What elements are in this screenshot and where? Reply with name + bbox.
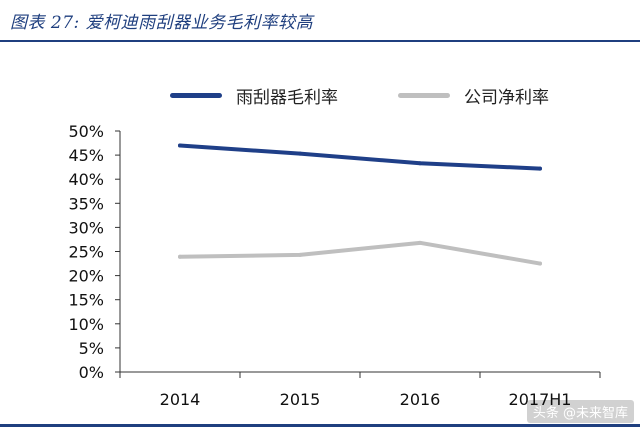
legend: 雨刮器毛利率 公司净利率 <box>170 82 609 108</box>
y-tick-label: 10% <box>68 315 104 334</box>
series-layer <box>178 143 542 266</box>
legend-item-gross-margin: 雨刮器毛利率 <box>170 83 338 108</box>
y-tick-label: 45% <box>68 146 104 165</box>
series-1-point <box>298 252 302 257</box>
series-line-1 <box>178 240 542 266</box>
series-line-0 <box>178 143 542 171</box>
legend-label-gross-margin: 雨刮器毛利率 <box>236 87 338 108</box>
y-ticks: 0% 5% 10% 15% 20% 25% 30% 35% 40% 45% 50% <box>68 122 120 382</box>
y-axis-group: 0% 5% 10% 15% 20% 25% 30% 35% 40% 45% 50% <box>68 122 121 382</box>
legend-label-net-margin: 公司净利率 <box>464 87 549 108</box>
y-tick-label: 15% <box>68 291 104 310</box>
x-axis-group: 2014 2015 2016 2017H1 <box>119 371 601 409</box>
y-tick-label: 40% <box>68 170 104 189</box>
series-0-point <box>298 151 302 156</box>
y-tick-label: 35% <box>68 194 104 213</box>
chart-title: 图表 27: 爱柯迪雨刮器业务毛利率较高 <box>10 13 314 33</box>
x-tick-label: 2017H1 <box>509 390 572 409</box>
watermark: 头条 @未来智库 <box>526 400 634 423</box>
y-tick-label: 20% <box>68 267 104 286</box>
y-tick-label: 50% <box>68 122 104 141</box>
bottom-divider <box>0 424 640 427</box>
y-tick-label: 25% <box>68 243 104 262</box>
legend-item-net-margin: 公司净利率 <box>398 83 549 108</box>
series-0-point <box>538 166 542 171</box>
series-1-point <box>538 261 542 266</box>
y-tick-label: 5% <box>79 339 104 358</box>
x-tick-label: 2014 <box>160 390 201 409</box>
series-0-point <box>418 161 422 166</box>
legend-swatch-gross-margin <box>170 92 222 98</box>
y-tick-label: 30% <box>68 218 104 237</box>
y-tick-label: 0% <box>79 363 104 382</box>
legend-swatch-net-margin <box>398 92 450 98</box>
series-1-point <box>178 254 182 259</box>
series-1-point <box>418 240 422 245</box>
series-0-point <box>178 143 182 148</box>
x-tick-label: 2015 <box>280 390 321 409</box>
x-tick-label: 2016 <box>400 390 441 409</box>
x-ticks: 2014 2015 2016 2017H1 <box>119 372 601 409</box>
title-divider <box>0 40 640 42</box>
